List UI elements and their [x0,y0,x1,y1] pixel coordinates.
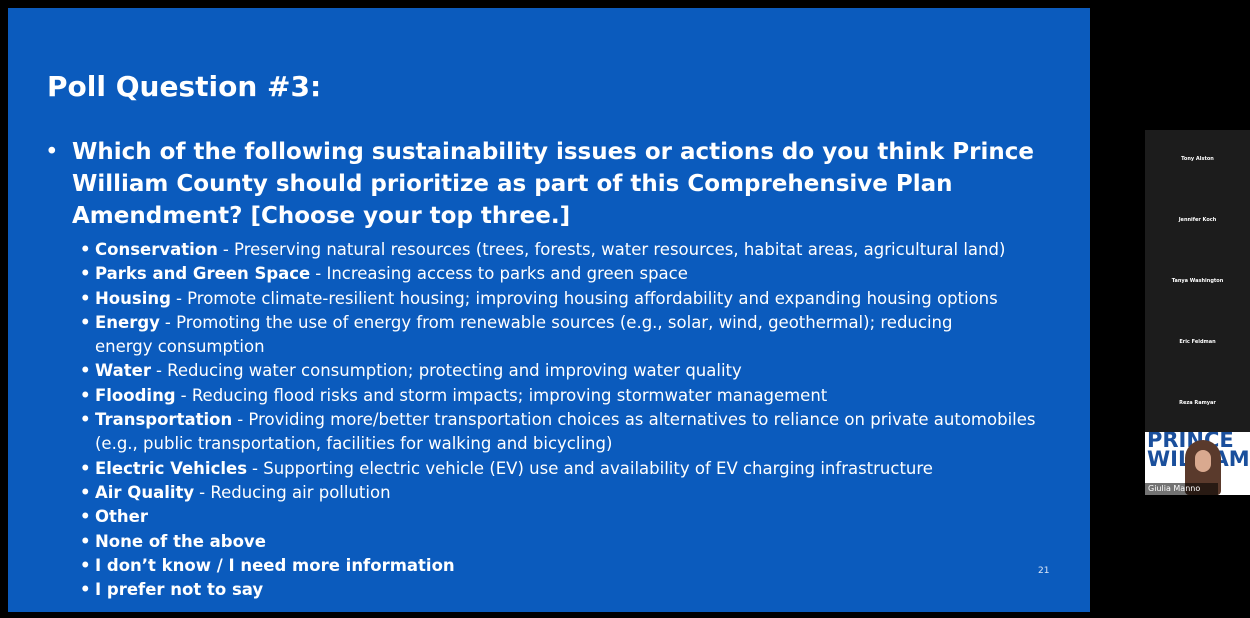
option: Housing - Promote climate-resilient housi… [95,287,1036,311]
option-term: Housing [95,289,171,308]
option-term: Electric Vehicles [95,459,247,478]
option: Transportation - Providing more/better tr… [95,408,1036,457]
participant-name: Tony Alston [1145,156,1250,162]
participant-name: Giulia Manno [1145,483,1218,495]
participant-name: Reza Ramyar [1145,400,1250,406]
option-line: I prefer not to say [95,578,1036,602]
option-line: Other [95,505,1036,529]
option-line: Water - Reducing water consumption; prote… [95,359,1036,383]
option: Other [95,505,1036,529]
option-description: - Increasing access to parks and green s… [315,264,688,283]
option-term: Parks and Green Space [95,264,310,283]
option: Air Quality - Reducing air pollution [95,481,1036,505]
slide: Poll Question #3: Which of the following… [8,8,1090,612]
option: Flooding - Reducing flood risks and storm… [95,384,1036,408]
option: I prefer not to say [95,578,1036,602]
option: Water - Reducing water consumption; prote… [95,359,1036,383]
option-description: - Preserving natural resources (trees, f… [223,240,1006,259]
participant-panel: Tony Alston Jennifer Koch Tanya Washington… [1145,130,1250,432]
option-term: Transportation [95,410,232,429]
option-line: Parks and Green Space - Increasing access… [95,262,1036,286]
option-term: Energy [95,313,160,332]
option: Energy - Promoting the use of energy from… [95,311,1036,360]
slide-title: Poll Question #3: [47,70,321,103]
participant-name: Eric Feldman [1145,339,1250,345]
option: Conservation - Preserving natural resourc… [95,238,1036,262]
option-line: Energy - Promoting the use of energy from… [95,311,1036,335]
participant-name: Jennifer Koch [1145,217,1250,223]
option-line: Flooding - Reducing flood risks and storm… [95,384,1036,408]
question: Which of the following sustainability is… [72,136,1092,232]
option-line: I don’t know / I need more information [95,554,1036,578]
option-term: Air Quality [95,483,194,502]
page-number: 21 [1038,566,1049,576]
option-description: - Providing more/better transportation c… [237,410,1035,429]
option-description: energy consumption [95,335,1036,359]
option-term: I prefer not to say [95,580,263,599]
participant-name: Tanya Washington [1145,278,1250,284]
option-term: None of the above [95,532,266,551]
option-description: - Reducing air pollution [199,483,390,502]
option-line: Housing - Promote climate-resilient housi… [95,287,1036,311]
option-description: - Promoting the use of energy from renew… [165,313,953,332]
option-description: (e.g., public transportation, facilities… [95,432,1036,456]
option: None of the above [95,530,1036,554]
option-line: Transportation - Providing more/better tr… [95,408,1036,432]
option-line: Electric Vehicles - Supporting electric v… [95,457,1036,481]
question-list: Which of the following sustainability is… [45,136,1092,232]
option-description: - Reducing water consumption; protecting… [156,361,742,380]
option-term: Flooding [95,386,176,405]
video-tile[interactable]: PRINCEWILLIAMGiulia Manno [1145,432,1250,495]
option-term: I don’t know / I need more information [95,556,455,575]
option-line: Air Quality - Reducing air pollution [95,481,1036,505]
option: Parks and Green Space - Increasing access… [95,262,1036,286]
option-description: - Reducing flood risks and storm impacts… [181,386,828,405]
screen: { "slide": { "title": "Poll Question #3:… [0,0,1250,618]
option: Electric Vehicles - Supporting electric v… [95,457,1036,481]
option-line: None of the above [95,530,1036,554]
person-face [1195,450,1211,472]
option-description: - Promote climate-resilient housing; imp… [176,289,998,308]
option-term: Other [95,507,148,526]
option-line: Conservation - Preserving natural resourc… [95,238,1036,262]
option-description: - Supporting electric vehicle (EV) use a… [252,459,933,478]
option-term: Conservation [95,240,218,259]
option-term: Water [95,361,151,380]
option: I don’t know / I need more information [95,554,1036,578]
option-list: Conservation - Preserving natural resourc… [78,238,1036,602]
